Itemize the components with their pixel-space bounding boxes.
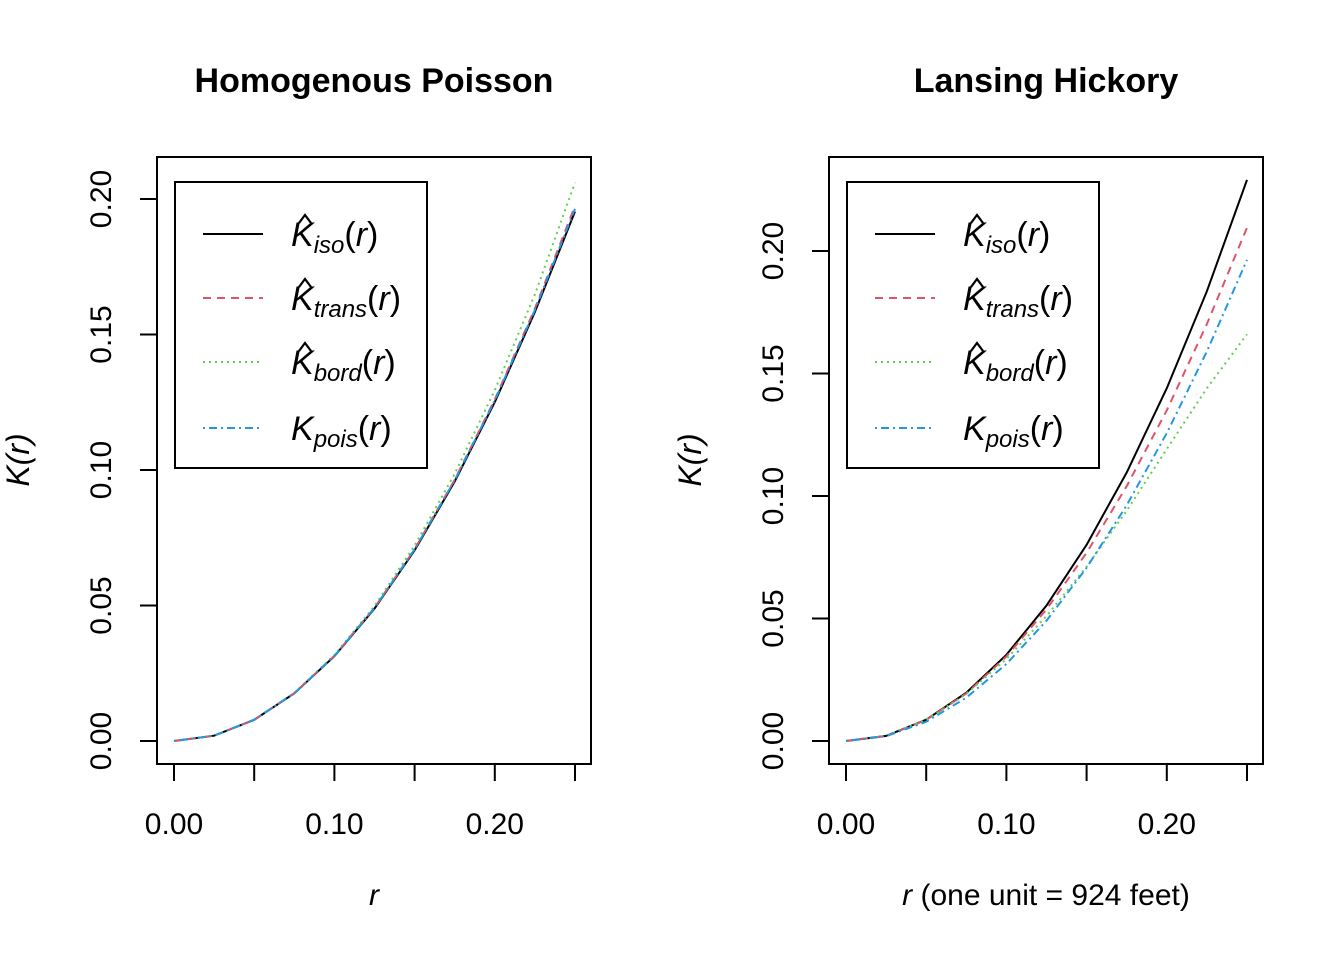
legend-paren: ) bbox=[367, 216, 378, 254]
y-tick-label: 0.00 bbox=[757, 712, 790, 770]
legend: Kiso(r)Ktrans(r)Kbord(r)Kpois(r) bbox=[846, 181, 1100, 469]
legend-label-pois: Kpois(r) bbox=[291, 410, 392, 453]
legend-label-trans: Ktrans(r) bbox=[291, 280, 401, 323]
legend-paren: ( bbox=[1034, 344, 1046, 382]
legend-paren: ) bbox=[390, 280, 401, 318]
legend-arg: r bbox=[1041, 410, 1054, 448]
legend-paren: ( bbox=[362, 344, 374, 382]
legend-paren: ( bbox=[1030, 410, 1042, 448]
legend-paren: ( bbox=[1039, 280, 1051, 318]
legend-label-iso: Kiso(r) bbox=[963, 216, 1050, 259]
series-line-pois bbox=[173, 208, 576, 742]
x-axis-label: r (one unit = 924 feet) bbox=[902, 879, 1190, 912]
legend-sub: bord bbox=[314, 360, 363, 387]
legend-sub: bord bbox=[986, 360, 1035, 387]
legend-paren: ( bbox=[358, 410, 370, 448]
hat-accent-icon bbox=[298, 341, 312, 352]
x-axis-label-var: r bbox=[902, 879, 913, 912]
legend-arg: r bbox=[369, 410, 382, 448]
legend-arg: r bbox=[1045, 344, 1058, 382]
series-line-pois bbox=[845, 259, 1248, 742]
legend-paren: ) bbox=[1039, 216, 1050, 254]
legend-arg: r bbox=[356, 216, 369, 254]
legend-main: K bbox=[291, 410, 315, 448]
legend-paren: ) bbox=[380, 410, 391, 448]
panel-2: Lansing Hickory 0.00 0.10 0.20 0.00 0.05 0.10 0… bbox=[672, 62, 1264, 912]
y-tick-label: 0.20 bbox=[757, 222, 790, 280]
legend-main: K bbox=[963, 280, 987, 318]
hat-accent-icon bbox=[298, 213, 312, 224]
x-tick-label: 0.20 bbox=[466, 808, 524, 841]
legend-sub: pois bbox=[985, 426, 1030, 453]
hat-accent-icon bbox=[970, 277, 984, 288]
y-tick-label: 0.05 bbox=[85, 576, 118, 634]
hat-accent-icon bbox=[298, 277, 312, 288]
legend-arg: r bbox=[373, 344, 386, 382]
legend-main: K bbox=[963, 344, 987, 382]
legend-main: K bbox=[963, 410, 987, 448]
y-tick-label: 0.15 bbox=[757, 344, 790, 402]
x-axis-label: r bbox=[369, 879, 380, 912]
hat-accent-icon bbox=[970, 213, 984, 224]
y-tick-label: 0.10 bbox=[757, 467, 790, 525]
legend-main: K bbox=[963, 216, 987, 254]
y-tick-label: 0.00 bbox=[85, 712, 118, 770]
legend-paren: ( bbox=[344, 216, 356, 254]
y-axis-label: K(r) bbox=[0, 433, 36, 486]
legend-paren: ) bbox=[1052, 410, 1063, 448]
x-tick-label: 0.10 bbox=[977, 808, 1035, 841]
legend-arg: r bbox=[378, 280, 391, 318]
y-tick-label: 0.20 bbox=[85, 170, 118, 228]
legend-sub: trans bbox=[986, 296, 1039, 323]
legend-box bbox=[174, 181, 428, 469]
legend-sub: trans bbox=[314, 296, 367, 323]
x-tick-label: 0.00 bbox=[145, 808, 203, 841]
legend-label-iso: Kiso(r) bbox=[291, 216, 378, 259]
legend-sub: iso bbox=[986, 232, 1017, 259]
legend: Kiso(r)Ktrans(r)Kbord(r)Kpois(r) bbox=[174, 181, 428, 469]
x-tick-label: 0.00 bbox=[817, 808, 875, 841]
chart-title: Homogenous Poisson bbox=[195, 62, 554, 100]
legend-paren: ( bbox=[1016, 216, 1028, 254]
legend-arg: r bbox=[1050, 280, 1063, 318]
series-line-iso bbox=[173, 211, 576, 742]
legend-paren: ) bbox=[1062, 280, 1073, 318]
legend-label-bord: Kbord(r) bbox=[291, 344, 396, 387]
legend-arg: r bbox=[1028, 216, 1041, 254]
y-tick-label: 0.05 bbox=[757, 589, 790, 647]
y-tick-label: 0.15 bbox=[85, 305, 118, 363]
legend-box bbox=[846, 181, 1100, 469]
x-tick-label: 0.10 bbox=[305, 808, 363, 841]
legend-sub: pois bbox=[313, 426, 358, 453]
hat-accent-icon bbox=[970, 341, 984, 352]
legend-sub: iso bbox=[314, 232, 345, 259]
panel-1: Homogenous Poisson 0.00 0.10 0.20 0.00 0.05 0.… bbox=[0, 62, 592, 912]
x-tick-label: 0.20 bbox=[1138, 808, 1196, 841]
legend-paren: ) bbox=[384, 344, 395, 382]
legend-paren: ) bbox=[1056, 344, 1067, 382]
series-line-iso bbox=[845, 179, 1248, 742]
y-tick-label: 0.10 bbox=[85, 441, 118, 499]
legend-paren: ( bbox=[367, 280, 379, 318]
x-axis-label-unit: (one unit = 924 feet) bbox=[912, 879, 1190, 912]
y-axis-label: K(r) bbox=[672, 433, 708, 486]
legend-label-pois: Kpois(r) bbox=[963, 410, 1064, 453]
chart-title: Lansing Hickory bbox=[914, 62, 1179, 100]
